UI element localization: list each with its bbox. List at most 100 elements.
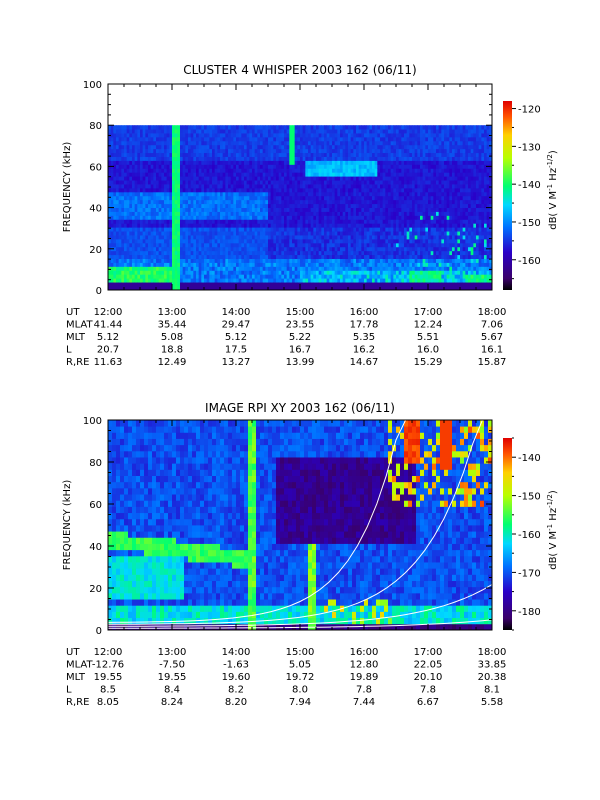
ephemeris-value: 12:00 [94, 647, 123, 658]
ephemeris-value: 8.24 [161, 697, 183, 708]
ephemeris-value: 20.38 [478, 672, 507, 683]
ephemeris-row-label: MLAT [66, 320, 93, 331]
ephemeris-value: 15:00 [286, 647, 315, 658]
ephemeris-value: 16.1 [481, 345, 503, 356]
ephemeris-value: 8.5 [100, 685, 116, 696]
ephemeris-row-label: MLT [66, 672, 86, 683]
y-tick-label: 100 [83, 416, 102, 427]
y-tick-label: 20 [89, 245, 102, 256]
ephemeris-value: 19.60 [222, 672, 251, 683]
ephemeris-value: 12.24 [414, 320, 443, 331]
panel2-title: IMAGE RPI XY 2003 162 (06/11) [205, 401, 395, 415]
ephemeris-value: 8.20 [225, 697, 247, 708]
y-tick-label: 100 [83, 80, 102, 91]
y-tick-label: 60 [89, 500, 102, 511]
ephemeris-value: 14:00 [222, 647, 251, 658]
ephemeris-row-label: L [66, 685, 72, 696]
ephemeris-value: 19.72 [286, 672, 315, 683]
ephemeris-value: 16:00 [350, 647, 379, 658]
ephemeris-value: 17.78 [350, 320, 379, 331]
panel2-ylabel: FREQUENCY (kHz) [62, 480, 73, 571]
ephemeris-value: 12.49 [158, 357, 187, 368]
ephemeris-value: 22.05 [414, 660, 443, 671]
ephemeris-value: 15.29 [414, 357, 443, 368]
ephemeris-value: 16.0 [417, 345, 439, 356]
ephemeris-value: 16.2 [353, 345, 375, 356]
ephemeris-value: 35.44 [158, 320, 187, 331]
ephemeris-value: 7.8 [356, 685, 372, 696]
ephemeris-value: 17:00 [414, 647, 443, 658]
ephemeris-value: 11.63 [94, 357, 123, 368]
ephemeris-row-label: MLAT [66, 660, 93, 671]
ephemeris-value: 41.44 [94, 320, 123, 331]
y-tick-label: 80 [89, 458, 102, 469]
ephemeris-value: 5.12 [97, 332, 119, 343]
ephemeris-value: 12:00 [94, 307, 123, 318]
ephemeris-value: 5.08 [161, 332, 183, 343]
ephemeris-value: 5.35 [353, 332, 375, 343]
ephemeris-value: 19.55 [94, 672, 123, 683]
ephemeris-value: 13.27 [222, 357, 251, 368]
y-tick-label: 40 [89, 542, 102, 553]
ephemeris-value: 16:00 [350, 307, 379, 318]
ephemeris-value: 23.55 [286, 320, 315, 331]
ephemeris-value: 7.06 [481, 320, 503, 331]
ephemeris-value: 18:00 [478, 647, 507, 658]
y-tick-label: 60 [89, 162, 102, 173]
colorbar-tick-label: -160 [518, 256, 541, 267]
ephemeris-value: 7.8 [420, 685, 436, 696]
colorbar-tick-label: -160 [518, 530, 541, 541]
ephemeris-value: 13.99 [286, 357, 315, 368]
ephemeris-value: 13:00 [158, 647, 187, 658]
y-tick-label: 80 [89, 121, 102, 132]
y-tick-label: 0 [96, 626, 102, 637]
ephemeris-row-label: UT [66, 647, 80, 658]
ephemeris-value: -7.50 [159, 660, 185, 671]
panel1-x-axis [107, 84, 493, 290]
panel1-title: CLUSTER 4 WHISPER 2003 162 (06/11) [183, 63, 416, 77]
ephemeris-value: 7.94 [289, 697, 311, 708]
ephemeris-value: 33.85 [478, 660, 507, 671]
ephemeris-value: 8.4 [164, 685, 180, 696]
ephemeris-row-label: MLT [66, 332, 86, 343]
ephemeris-value: 20.10 [414, 672, 443, 683]
panel1-spectrogram [108, 125, 493, 291]
panel2-spectrogram [108, 420, 493, 631]
colorbar-tick-label: -150 [518, 218, 541, 229]
panel1-colorbar-label: dB( V M-1 Hz-1/2) [546, 150, 559, 230]
ephemeris-value: 29.47 [222, 320, 251, 331]
ephemeris-value: 5.51 [417, 332, 439, 343]
colorbar-tick-label: -170 [518, 568, 541, 579]
colorbar-tick-label: -120 [518, 105, 541, 116]
ephemeris-value: 18.8 [161, 345, 183, 356]
ephemeris-value: -12.76 [92, 660, 124, 671]
panel2-colorbar-label: dB( V M-1 Hz-1/2) [546, 490, 559, 570]
ephemeris-value: 15:00 [286, 307, 315, 318]
ephemeris-value: 8.1 [484, 685, 500, 696]
ephemeris-row-label: R,RE [66, 697, 89, 708]
panel2-colorbar-ticks: -140 -150 -160 -170 -180 [512, 437, 541, 631]
panel1-colorbar: -120 -130 -140 -150 -160 dB( V M-1 Hz-1/2) [503, 101, 559, 290]
panel2-ephemeris: UT 12:00 13:00 14:00 15:00 16:00 17:00 18:00 MLA… [66, 647, 506, 708]
y-tick-label: 20 [89, 584, 102, 595]
ephemeris-value: 12.80 [350, 660, 379, 671]
panel1-ylabel: FREQUENCY (kHz) [62, 142, 73, 233]
ephemeris-value: 5.58 [481, 697, 503, 708]
colorbar-tick-label: -130 [518, 142, 541, 153]
colorbar-tick-label: -180 [518, 607, 541, 618]
ephemeris-row-label: UT [66, 307, 80, 318]
ephemeris-value: 13:00 [158, 307, 187, 318]
model-curve [108, 419, 492, 625]
ephemeris-value: 8.05 [97, 697, 119, 708]
ephemeris-value: -1.63 [223, 660, 249, 671]
y-tick-label: 40 [89, 204, 102, 215]
ephemeris-value: 8.2 [228, 685, 244, 696]
panel-image-rpi: IMAGE RPI XY 2003 162 (06/11) FREQUENCY … [62, 401, 559, 708]
ephemeris-value: 17.5 [225, 345, 247, 356]
colorbar-tick-label: -140 [518, 453, 541, 464]
panel1-y-axis: 0 20 40 60 80 100 [83, 80, 492, 297]
colorbar-tick-label: -140 [518, 180, 541, 191]
panel2-x-axis [107, 420, 493, 630]
ephemeris-value: 19.89 [350, 672, 379, 683]
